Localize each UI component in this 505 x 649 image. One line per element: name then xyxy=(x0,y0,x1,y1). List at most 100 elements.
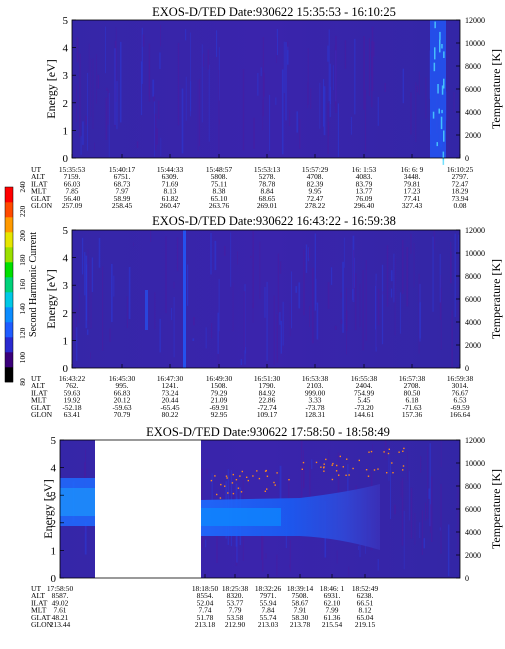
ephemeris-row-label: GLON xyxy=(31,410,53,419)
ephemeris-value: 327.43 xyxy=(402,201,423,210)
temperature-point xyxy=(235,479,238,481)
ephemeris-value: 5278. xyxy=(259,172,276,181)
y2-tick-label: 4000 xyxy=(465,318,481,327)
ephemeris-row-label: MLT xyxy=(31,396,47,405)
ephemeris-row-label: ILAT xyxy=(31,388,48,397)
y-tick-label: 2 xyxy=(63,308,69,320)
ephemeris-value: 48.21 xyxy=(52,613,69,622)
ephemeris-value: 213.03 xyxy=(258,620,279,629)
ephemeris-value: -72.74 xyxy=(257,403,276,412)
ephemeris-value: 257.09 xyxy=(62,201,83,210)
ephemeris-value: 55.94 xyxy=(260,598,277,607)
ephemeris-value: 15:57:29 xyxy=(302,165,329,174)
colorbar-tick-label: 220 xyxy=(18,206,27,218)
ephemeris-value: 80.22 xyxy=(162,410,179,419)
y2-tick-label: 2000 xyxy=(465,341,481,350)
y-tick-label: 0 xyxy=(63,363,69,375)
ephemeris-row-label: GLAT xyxy=(31,403,51,412)
y-tick-label: 2 xyxy=(51,518,57,530)
ephemeris-value: 52.04 xyxy=(197,598,214,607)
temperature-point xyxy=(335,470,338,472)
ephemeris-value: 7.91 xyxy=(294,606,307,615)
ephemeris-value: 15:40:17 xyxy=(109,165,136,174)
ephemeris-value: 7.79 xyxy=(229,606,242,615)
temperature-point xyxy=(332,462,334,465)
energy-band-right-core xyxy=(201,508,281,526)
ephemeris-value: 3014. xyxy=(452,381,469,390)
colorbar-segment xyxy=(5,352,13,368)
temperature-point xyxy=(348,474,350,476)
temperature-point xyxy=(220,483,222,486)
energy-band-right xyxy=(201,484,380,550)
ephemeris-row-label: UT xyxy=(31,374,41,383)
y-tick-label: 3 xyxy=(51,490,57,502)
temperature-point xyxy=(264,470,267,472)
ephemeris-value: 72.47 xyxy=(452,179,469,188)
temperature-point xyxy=(210,479,213,482)
temperature-point xyxy=(224,485,226,487)
temperature-point xyxy=(227,492,229,494)
temperature-point xyxy=(368,451,370,453)
ephemeris-value: 6309. xyxy=(162,172,179,181)
ephemeris-value: 63.41 xyxy=(64,410,81,419)
temperature-point xyxy=(226,477,228,479)
y2-tick-label: 4000 xyxy=(465,108,481,117)
ephemeris-value: 16:57:38 xyxy=(399,374,426,383)
ephemeris-value: 16:10:25 xyxy=(447,165,474,174)
temperature-point xyxy=(365,469,368,471)
ephemeris-value: 258.45 xyxy=(112,201,133,210)
ephemeris-value: 62.10 xyxy=(324,598,341,607)
ephemeris-row-label: UT xyxy=(31,165,41,174)
ephemeris-value: 16:49:30 xyxy=(206,374,233,383)
ephemeris-value: 5.45 xyxy=(358,396,371,405)
ephemeris-row-label: GLON xyxy=(31,201,53,210)
ephemeris-value: 128.31 xyxy=(305,410,326,419)
y-axis-label: Energy [eV] xyxy=(41,479,55,538)
ephemeris-value: 3448. xyxy=(404,172,421,181)
ephemeris-value: 61.82 xyxy=(162,194,179,203)
ephemeris-value: 2797. xyxy=(452,172,469,181)
ephemeris-value: 18:46: 1 xyxy=(320,584,345,593)
y-tick-label: 4 xyxy=(63,43,69,55)
ephemeris-value: 18:25:38 xyxy=(222,584,249,593)
y-tick-label: 5 xyxy=(51,435,57,447)
ephemeris-value: 16:53:38 xyxy=(302,374,329,383)
y-tick-label: 1 xyxy=(63,335,69,347)
temperature-point xyxy=(386,472,388,474)
y2-tick-label: 8000 xyxy=(465,62,481,71)
ephemeris-value: -65.45 xyxy=(160,403,179,412)
colorbar-segment xyxy=(5,292,13,308)
y2-tick-label: 4000 xyxy=(465,528,481,537)
ephemeris-value: 66.51 xyxy=(357,598,374,607)
ephemeris-value: 73.24 xyxy=(162,388,179,397)
ephemeris-value: 16:51:30 xyxy=(254,374,281,383)
energy-band-left-core xyxy=(60,488,95,516)
ephemeris-value: 8.12 xyxy=(359,606,372,615)
y2-tick-label: 10000 xyxy=(465,39,485,48)
ephemeris-value: 76.09 xyxy=(356,194,373,203)
temperature-point xyxy=(276,472,278,474)
ephemeris-value: 83.79 xyxy=(356,179,373,188)
temperature-point xyxy=(247,479,249,482)
ephemeris-row-label: GLON xyxy=(31,620,53,629)
colorbar-segment xyxy=(5,262,13,278)
bright-column xyxy=(145,290,148,330)
temperature-point xyxy=(331,478,334,481)
temperature-point xyxy=(402,465,405,467)
panel-title: EXOS-D/TED Date:930622 17:58:50 - 18:58:… xyxy=(146,425,390,439)
panel-2: EXOS-D/TED Date:930622 16:43:22 - 16:59:… xyxy=(31,214,503,419)
ephemeris-value: 7971. xyxy=(260,591,277,600)
ephemeris-value: 7.61 xyxy=(54,606,67,615)
ephemeris-value: 55.74 xyxy=(260,613,277,622)
ephemeris-row-label: ALT xyxy=(31,591,45,600)
ephemeris-value: 16:45:30 xyxy=(109,374,136,383)
y-tick-label: 0 xyxy=(51,573,57,585)
temperature-point xyxy=(338,474,340,476)
colorbar-tick-label: 160 xyxy=(18,279,27,291)
ephemeris-value: 18.29 xyxy=(452,187,469,196)
temperature-point xyxy=(323,467,325,469)
ephemeris-value: 65.10 xyxy=(211,194,228,203)
ephemeris-value: 3.33 xyxy=(309,396,322,405)
ephemeris-value: 157.36 xyxy=(402,410,423,419)
temperature-point xyxy=(352,467,354,470)
